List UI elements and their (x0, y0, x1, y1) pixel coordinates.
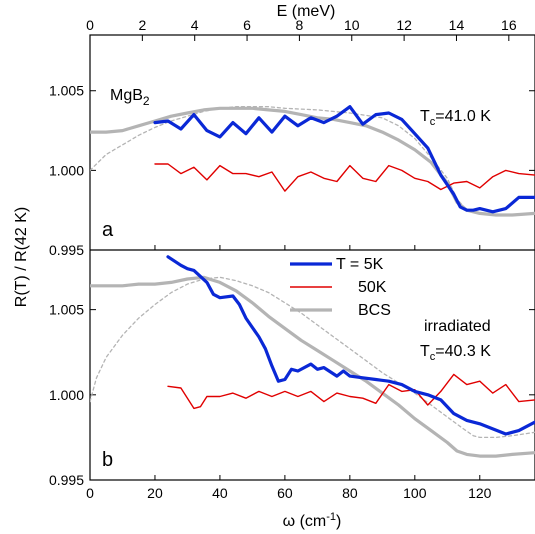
y-tick-label: 1.000 (49, 162, 84, 178)
series-line-t-5k-panel-b (166, 255, 535, 436)
x-axis-title-sup: -1 (326, 511, 336, 523)
material-main: MgB (110, 87, 143, 104)
x-tick-label: 20 (147, 485, 163, 501)
x-axis-title-main: ω (cm (283, 513, 327, 530)
material-sub: 2 (143, 94, 150, 108)
irradiated-label: irradiated (424, 318, 491, 335)
legend-label: 50K (358, 279, 387, 296)
x-tick-label: 80 (342, 485, 358, 501)
x-tick-label: 100 (403, 485, 427, 501)
x-tick-label: 40 (212, 485, 228, 501)
tc-value: =40.3 K (435, 343, 491, 360)
series-group-b (90, 255, 535, 458)
series-line-bcs-panel-b (90, 275, 535, 458)
tc-label-a: Tc=41.0 K (420, 108, 491, 128)
plot-frame (89, 34, 535, 481)
y-tick-label: 1.005 (49, 83, 84, 99)
top-tick-label: 0 (86, 17, 94, 33)
series-group-a (90, 105, 535, 217)
series-line-t-5k-panel-a (153, 105, 535, 214)
series-line-50k-panel-a (154, 163, 535, 192)
top-tick-label: 14 (449, 17, 465, 33)
panel-letter-b: b (102, 449, 113, 471)
panel-letter-a: a (102, 219, 114, 241)
top-tick-label: 8 (296, 17, 304, 33)
tc-label-b: Tc=40.3 K (420, 343, 491, 363)
y-tick-label: 0.995 (49, 242, 84, 258)
tc-sub: c (430, 116, 436, 128)
tc-sub: c (430, 351, 436, 363)
material-label: MgB2 (110, 87, 150, 108)
top-axis-title: E (meV) (277, 3, 336, 20)
y-axis-title: R(T) / R(42 K) (13, 207, 30, 307)
tc-value: =41.0 K (435, 108, 491, 125)
series-line-50k-panel-b (167, 373, 535, 410)
x-tick-label: 60 (277, 485, 293, 501)
series-line-bcs-dashed-panel-b (90, 276, 535, 439)
y-tick-label: 1.005 (49, 302, 84, 318)
top-tick-label: 10 (344, 17, 360, 33)
x-axis-title: ω (cm-1) (283, 511, 342, 530)
top-tick-label: 4 (191, 17, 199, 33)
x-axis-title-end: ) (336, 513, 341, 530)
y-tick-label: 0.995 (49, 472, 84, 488)
top-tick-label: 16 (501, 17, 517, 33)
x-tick-label: 0 (86, 485, 94, 501)
legend-label: T = 5K (336, 256, 384, 273)
top-tick-label: 2 (138, 17, 146, 33)
top-tick-label: 6 (243, 17, 251, 33)
tc-prefix: T (420, 343, 430, 360)
y-tick-label: 1.000 (49, 387, 84, 403)
legend-label: BCS (358, 302, 391, 319)
tc-prefix: T (420, 108, 430, 125)
top-tick-label: 12 (396, 17, 412, 33)
x-tick-label: 120 (468, 485, 492, 501)
